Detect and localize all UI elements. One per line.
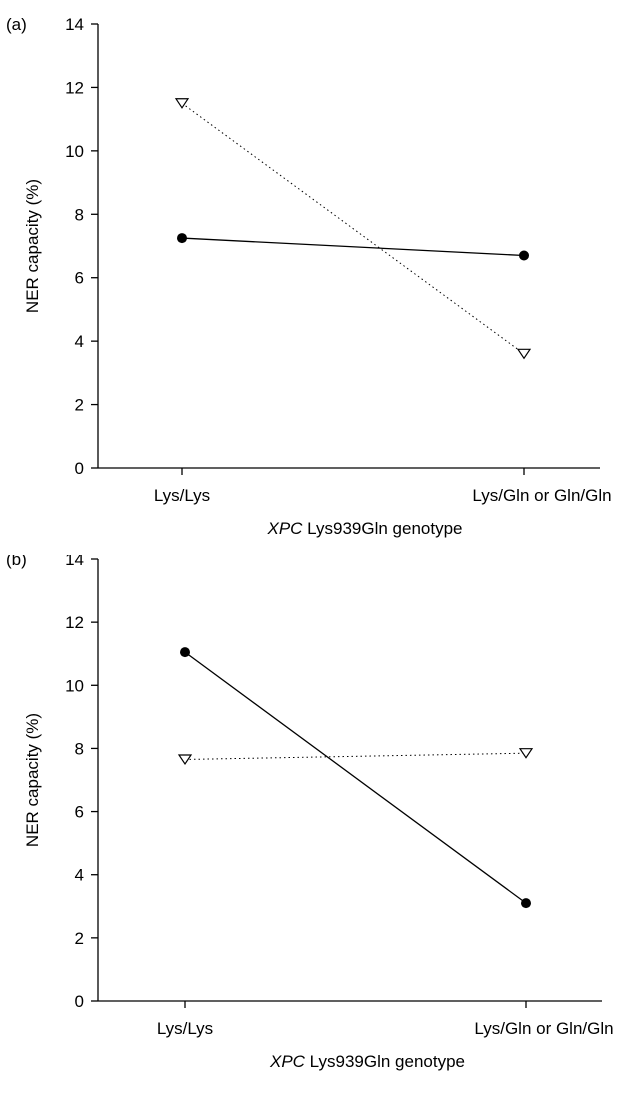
panel-b-series-1-point: [180, 647, 190, 658]
panel-a-series-2-line: [181, 102, 525, 355]
panel-a-series-1-line: [181, 237, 525, 257]
panel-b-y-tick-label: 10: [65, 676, 84, 695]
panel-a-y-tick-label: 6: [75, 269, 84, 288]
panel-b-series-2-point: [177, 754, 193, 766]
panel-a-y-tick-label: 12: [65, 78, 84, 97]
panel-a-y-tick-label: 10: [65, 142, 84, 161]
panel-a-x-tick-label: Lys/Gln or Gln/Gln: [472, 486, 611, 505]
panel-b-y-tick-label: 12: [65, 613, 84, 632]
panel-a-y-tick-label: 14: [65, 15, 84, 34]
panel-a-series-1-point: [519, 250, 529, 261]
panel-a-series-2-point: [174, 98, 190, 109]
panel-a-y-tick-label: 4: [75, 332, 84, 351]
panel-b-y-tick-label: 8: [75, 739, 84, 758]
panel-a-x-tick-label: Lys/Lys: [154, 486, 210, 505]
panel-a-label: (a): [6, 15, 27, 34]
chart-panel-b: (b) 0 2 4 6 8 10 12 14 Lys/Lys Lys/Gln or Gln/Gln X…: [6, 555, 614, 1071]
chart-panel-a: (a) 0 2 4 6 8 10 12 14 Lys/Lys Lys/Gln or Gln/Gln X…: [6, 15, 612, 538]
panel-b-label: (b): [6, 555, 27, 569]
panel-b-y-tick-label: 4: [75, 866, 84, 885]
panel-b-x-tick-label: Lys/Lys: [157, 1019, 213, 1038]
panel-b-y-tick-label: 6: [75, 803, 84, 822]
panel-b-y-tick-label: 2: [75, 929, 84, 948]
panel-a-series-2-point: [516, 348, 532, 360]
panel-a-y-axis-title: NER capacity (%): [23, 179, 42, 313]
panel-b-x-axis-title: XPC Lys939Gln genotype: [269, 1052, 465, 1071]
panel-b-y-tick-label: 0: [75, 992, 84, 1011]
panel-b-series-1-point: [521, 898, 531, 909]
panel-b-y-axis-title: NER capacity (%): [23, 713, 42, 847]
panel-b-series-1-line: [184, 651, 527, 904]
panel-b-y-tick-label: 14: [65, 555, 84, 569]
panel-a-y-tick-label: 0: [75, 459, 84, 478]
panel-a-x-axis-title: XPC Lys939Gln genotype: [266, 519, 462, 538]
panel-a-y-tick-label: 2: [75, 396, 84, 415]
panel-b-series-2-point: [518, 748, 534, 759]
panel-b-x-tick-label: Lys/Gln or Gln/Gln: [474, 1019, 613, 1038]
panel-a-series-1-point: [177, 233, 187, 244]
panel-a-y-tick-label: 8: [75, 205, 84, 224]
panel-b-series-2-line: [184, 752, 527, 760]
